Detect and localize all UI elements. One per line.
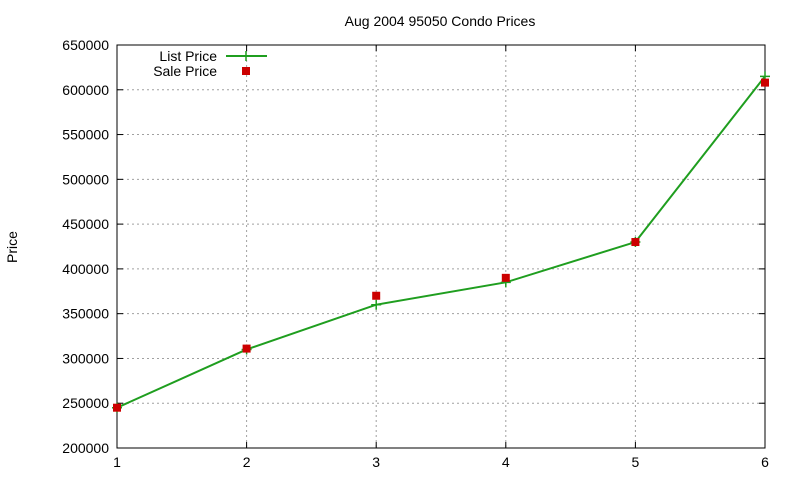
data-point <box>113 403 121 412</box>
y-tick-label: 300000 <box>62 350 109 366</box>
y-tick-label: 450000 <box>62 216 109 232</box>
x-tick-label: 2 <box>243 454 251 470</box>
y-tick-label: 600000 <box>62 82 109 98</box>
legend-label: Sale Price <box>153 63 217 79</box>
grid-lines <box>117 45 765 448</box>
y-tick-label: 200000 <box>62 440 109 456</box>
y-tick-label: 350000 <box>62 306 109 322</box>
chart-title: Aug 2004 95050 Condo Prices <box>345 13 536 29</box>
y-tick-label: 250000 <box>62 395 109 411</box>
tick-labels: 200000 250000 300000 350000 400000 450000 5000… <box>62 37 769 470</box>
data-point <box>761 78 769 87</box>
legend-marker <box>241 51 251 61</box>
data-point <box>372 291 381 300</box>
data-point <box>501 273 510 282</box>
x-tick-label: 6 <box>761 454 769 470</box>
series-sale-price <box>113 78 769 412</box>
data-point <box>631 238 640 247</box>
legend-label: List Price <box>159 48 217 64</box>
x-tick-label: 3 <box>372 454 380 470</box>
series-layer <box>112 71 770 413</box>
series-list-price <box>112 71 770 413</box>
axes <box>116 44 766 449</box>
y-axis-label: Price <box>4 231 20 263</box>
data-point <box>242 344 251 353</box>
x-tick-label: 5 <box>632 454 640 470</box>
x-tick-label: 4 <box>502 454 510 470</box>
x-tick-label: 1 <box>113 454 121 470</box>
y-tick-label: 650000 <box>62 37 109 53</box>
plot-border <box>116 44 766 449</box>
y-tick-label: 400000 <box>62 261 109 277</box>
legend-marker <box>242 67 250 75</box>
data-point <box>371 299 382 310</box>
y-tick-label: 550000 <box>62 127 109 143</box>
series-line <box>116 75 766 409</box>
y-tick-label: 500000 <box>62 171 109 187</box>
